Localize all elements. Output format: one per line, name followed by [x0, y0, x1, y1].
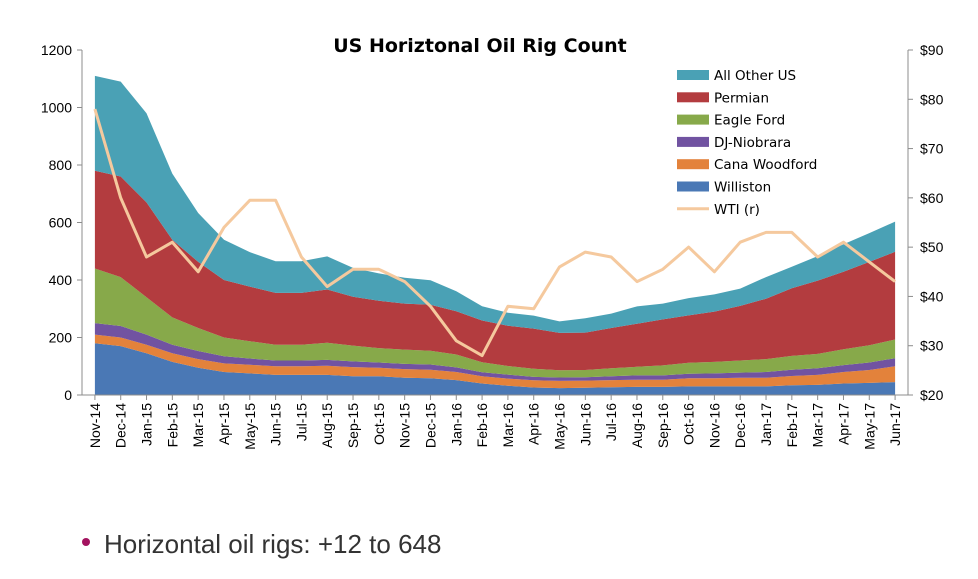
legend-label: Cana Woodford — [714, 157, 817, 173]
x-tick-label: Sep-16 — [655, 403, 671, 448]
y2-tick-label: $60 — [920, 190, 944, 206]
legend-label: Permian — [714, 90, 769, 106]
y2-tick-label: $20 — [920, 387, 944, 403]
x-tick-label: Nov-14 — [87, 403, 103, 448]
area-permian — [94, 170, 896, 371]
x-tick-label: Mar-17 — [810, 403, 826, 448]
y2-tick-label: $30 — [920, 338, 944, 354]
y-tick-label: 800 — [49, 157, 73, 173]
x-tick-label: May-17 — [861, 403, 877, 450]
x-tick-label: Dec-16 — [732, 403, 748, 448]
x-tick-label: Apr-15 — [216, 403, 232, 445]
area-eagle-ford — [94, 268, 896, 378]
y2-tick-label: $50 — [920, 239, 944, 255]
area-cana-woodford — [94, 334, 896, 389]
legend-label: Eagle Ford — [714, 113, 785, 129]
stacked-areas — [94, 75, 896, 395]
legend-swatch — [677, 92, 709, 103]
x-tick-label: Jan-16 — [448, 403, 464, 446]
x-tick-label: Nov-16 — [706, 403, 722, 448]
legend: All Other US Permian Eagle Ford DJ-Niobrara… — [677, 68, 817, 218]
x-tick-label: Aug-15 — [319, 403, 335, 448]
wti-line — [93, 108, 897, 358]
legend-label: All Other US — [714, 68, 796, 84]
x-tick-label: Jan-15 — [139, 403, 155, 446]
legend-label: WTI (r) — [714, 202, 760, 218]
x-tick-label: Apr-16 — [526, 403, 542, 445]
y-tick-label: 0 — [64, 387, 72, 403]
x-tick-label: Jan-17 — [758, 403, 774, 446]
y2-tick-label: $80 — [920, 91, 944, 107]
chart: 0 200 400 600 800 1000 1200 $20 $30 $40 $50 $60 $70 $… — [41, 35, 944, 450]
legend-swatch — [677, 181, 709, 192]
bullet-point: Horizontal oil rigs: +12 to 648 — [82, 529, 441, 560]
y-tick-label: 1200 — [41, 42, 72, 58]
x-tick-label: Aug-16 — [629, 403, 645, 448]
x-tick-label: Oct-16 — [681, 403, 697, 445]
bullet-text: Horizontal oil rigs: +12 to 648 — [104, 529, 442, 559]
x-tick-label: Apr-17 — [835, 403, 851, 445]
x-tick-label: Jun-16 — [577, 403, 593, 446]
chart-title: US Horiztonal Oil Rig Count — [333, 35, 627, 57]
x-tick-label: Mar-16 — [500, 403, 516, 448]
legend-swatch — [677, 114, 709, 125]
y2-tick-label: $40 — [920, 288, 944, 304]
y-tick-label: 200 — [49, 330, 73, 346]
bullet-dot-icon — [82, 537, 90, 546]
x-tick-label: Feb-17 — [784, 403, 800, 448]
x-tick-label: Feb-16 — [474, 403, 490, 448]
x-tick-label: Jun-17 — [887, 403, 903, 446]
x-tick-label: Mar-15 — [190, 403, 206, 448]
x-tick-label: Jul-15 — [293, 403, 309, 441]
area-all-other-us — [94, 75, 896, 333]
y-tick-label: 1000 — [41, 100, 72, 116]
x-tick-label: May-16 — [552, 403, 568, 450]
legend-label: Williston — [714, 180, 771, 196]
x-tick-label: Jul-16 — [603, 403, 619, 441]
x-tick-label: Feb-15 — [164, 403, 180, 448]
x-tick-label: May-15 — [242, 403, 258, 450]
wti-line-group — [93, 108, 897, 358]
y-tick-label: 600 — [49, 215, 73, 231]
x-tick-label: Jun-15 — [268, 403, 284, 446]
x-tick-label: Dec-15 — [422, 403, 438, 448]
area-williston — [94, 343, 896, 395]
x-tick-label: Oct-15 — [371, 403, 387, 445]
x-tick-label: Nov-15 — [397, 403, 413, 448]
x-tick-label: Sep-15 — [345, 403, 361, 448]
legend-swatch — [677, 159, 709, 170]
y2-tick-label: $90 — [920, 42, 944, 58]
x-tick-label: Dec-14 — [113, 403, 129, 448]
axes: 0 200 400 600 800 1000 1200 $20 $30 $40 $50 $60 $70 $… — [41, 42, 944, 450]
y-tick-label: 400 — [49, 272, 73, 288]
legend-label: DJ-Niobrara — [714, 135, 791, 151]
y2-tick-label: $70 — [920, 141, 944, 157]
legend-swatch — [677, 70, 709, 80]
legend-swatch — [677, 136, 709, 147]
